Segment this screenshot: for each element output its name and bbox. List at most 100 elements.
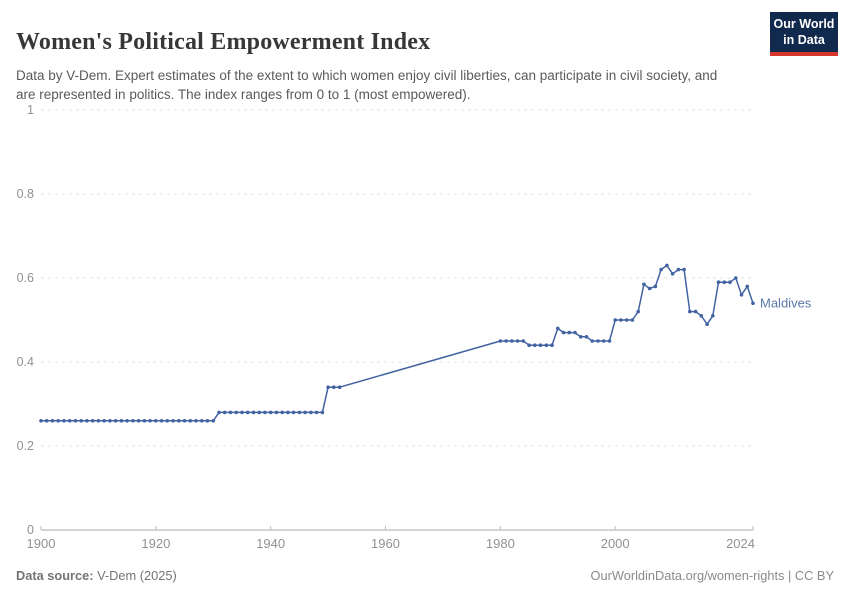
data-point[interactable] bbox=[538, 343, 543, 347]
data-point[interactable] bbox=[705, 322, 709, 326]
data-point[interactable] bbox=[619, 318, 623, 322]
data-point[interactable] bbox=[90, 419, 95, 423]
data-point[interactable] bbox=[527, 343, 531, 347]
series-line[interactable] bbox=[40, 264, 754, 422]
data-point[interactable] bbox=[73, 419, 78, 423]
data-point[interactable] bbox=[670, 272, 675, 276]
data-point[interactable] bbox=[257, 410, 262, 415]
data-point[interactable] bbox=[159, 419, 164, 423]
data-point[interactable] bbox=[320, 410, 325, 415]
data-point[interactable] bbox=[96, 419, 101, 423]
data-point[interactable] bbox=[521, 339, 526, 343]
data-point[interactable] bbox=[728, 280, 732, 284]
data-point[interactable] bbox=[642, 282, 646, 287]
data-point[interactable] bbox=[131, 419, 135, 423]
data-point[interactable] bbox=[607, 339, 612, 343]
data-point[interactable] bbox=[676, 267, 681, 272]
data-point[interactable] bbox=[234, 410, 238, 415]
data-point[interactable] bbox=[665, 263, 669, 268]
data-point[interactable] bbox=[515, 339, 520, 343]
data-point[interactable] bbox=[337, 385, 342, 390]
data-point[interactable] bbox=[613, 318, 617, 322]
data-point[interactable] bbox=[751, 301, 755, 305]
data-point[interactable] bbox=[125, 419, 129, 423]
data-point[interactable] bbox=[291, 410, 296, 415]
series-end-label[interactable]: Maldives bbox=[760, 296, 812, 311]
data-point[interactable] bbox=[647, 286, 652, 291]
data-point[interactable] bbox=[309, 410, 313, 415]
data-point[interactable] bbox=[722, 280, 727, 284]
data-point[interactable] bbox=[228, 410, 233, 415]
data-point[interactable] bbox=[79, 419, 83, 423]
data-point[interactable] bbox=[177, 419, 181, 423]
data-point[interactable] bbox=[263, 410, 267, 415]
owid-logo[interactable]: Our World in Data bbox=[770, 12, 838, 56]
data-point[interactable] bbox=[693, 309, 698, 314]
data-point[interactable] bbox=[165, 419, 170, 423]
data-point[interactable] bbox=[217, 410, 221, 415]
data-point[interactable] bbox=[624, 318, 629, 322]
data-point[interactable] bbox=[274, 410, 279, 415]
data-point[interactable] bbox=[556, 326, 560, 331]
data-point[interactable] bbox=[200, 419, 204, 423]
data-point[interactable] bbox=[716, 280, 721, 284]
data-point[interactable] bbox=[533, 343, 537, 347]
data-point[interactable] bbox=[653, 284, 658, 289]
data-point[interactable] bbox=[154, 419, 158, 423]
data-point[interactable] bbox=[630, 318, 635, 322]
data-point[interactable] bbox=[205, 419, 210, 423]
data-point[interactable] bbox=[171, 419, 175, 423]
data-point[interactable] bbox=[251, 410, 256, 415]
data-point[interactable] bbox=[636, 309, 640, 314]
data-point[interactable] bbox=[44, 419, 49, 423]
data-point[interactable] bbox=[561, 330, 566, 335]
data-point[interactable] bbox=[734, 276, 738, 280]
data-point[interactable] bbox=[498, 339, 503, 343]
data-point[interactable] bbox=[113, 419, 118, 423]
data-point[interactable] bbox=[268, 410, 273, 415]
data-point[interactable] bbox=[544, 343, 549, 347]
data-point[interactable] bbox=[584, 335, 589, 339]
data-point[interactable] bbox=[303, 410, 307, 415]
data-point[interactable] bbox=[601, 339, 606, 343]
data-point[interactable] bbox=[136, 419, 141, 423]
data-point[interactable] bbox=[573, 330, 577, 335]
data-point[interactable] bbox=[188, 419, 193, 423]
data-point[interactable] bbox=[182, 419, 187, 423]
data-point[interactable] bbox=[280, 410, 285, 415]
data-point[interactable] bbox=[240, 410, 244, 415]
data-point[interactable] bbox=[510, 339, 514, 343]
data-point[interactable] bbox=[699, 314, 704, 318]
data-point[interactable] bbox=[688, 309, 692, 314]
data-point[interactable] bbox=[211, 419, 216, 423]
data-point[interactable] bbox=[659, 267, 663, 272]
data-point[interactable] bbox=[245, 410, 250, 415]
data-point[interactable] bbox=[39, 419, 43, 423]
data-point[interactable] bbox=[711, 314, 715, 318]
data-point[interactable] bbox=[119, 419, 124, 423]
data-point[interactable] bbox=[745, 284, 750, 289]
data-point[interactable] bbox=[682, 267, 686, 272]
data-point[interactable] bbox=[596, 339, 600, 343]
owid-url-link[interactable]: OurWorldinData.org/women-rights bbox=[590, 568, 785, 583]
data-point[interactable] bbox=[102, 419, 106, 423]
data-point[interactable] bbox=[50, 419, 55, 423]
data-point[interactable] bbox=[590, 339, 594, 343]
data-point[interactable] bbox=[85, 419, 89, 423]
data-point[interactable] bbox=[332, 385, 336, 390]
data-point[interactable] bbox=[567, 330, 572, 335]
data-point[interactable] bbox=[142, 419, 147, 423]
data-point[interactable] bbox=[550, 343, 554, 347]
chart-plot-area[interactable]: 0 0.2 0.4 0.6 0.8 1 1900 1920 1940 1960 1980 2000 20… bbox=[0, 95, 850, 565]
data-point[interactable] bbox=[314, 410, 319, 415]
data-point[interactable] bbox=[286, 410, 290, 415]
data-point[interactable] bbox=[222, 410, 227, 415]
data-point[interactable] bbox=[56, 419, 60, 423]
data-point[interactable] bbox=[67, 419, 72, 423]
data-point[interactable] bbox=[578, 335, 583, 339]
data-point[interactable] bbox=[148, 419, 152, 423]
data-point[interactable] bbox=[62, 419, 66, 423]
data-point[interactable] bbox=[194, 419, 198, 423]
data-point[interactable] bbox=[108, 419, 112, 423]
data-point[interactable] bbox=[326, 385, 330, 390]
